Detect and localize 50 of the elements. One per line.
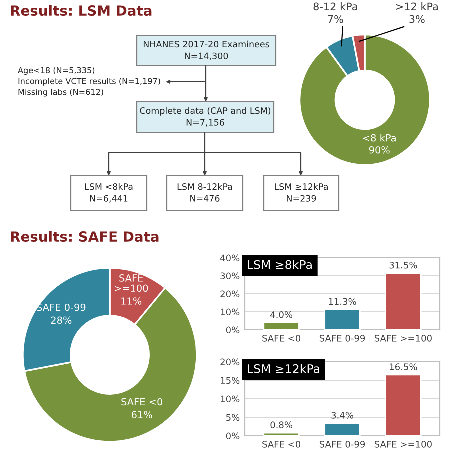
data-label: 31.5%	[390, 262, 418, 269]
bar	[324, 308, 361, 330]
text: NHANES 2017-20 Examinees N=14,300	[144, 40, 270, 60]
text: LSM 8-12kPa N=476	[178, 183, 232, 202]
slice-label: SAFE >=100	[114, 274, 148, 292]
bar	[263, 432, 300, 436]
data-label: 61%	[132, 411, 152, 419]
x-tick-label: SAFE >=100	[374, 335, 432, 342]
slice-label: 8-12 kPa	[314, 2, 358, 11]
data-label: 16.5%	[390, 364, 418, 370]
x-tick-label: SAFE 0-99	[320, 335, 366, 342]
y-tick-label: 0%	[226, 326, 240, 334]
text: LSM <8kPa N=6,441	[85, 183, 133, 203]
text: Results: LSM Data	[11, 5, 152, 16]
bar	[263, 322, 300, 330]
bar	[385, 272, 422, 330]
data-label: 3.4%	[332, 412, 354, 419]
data-label: 90%	[369, 146, 390, 154]
x-tick-label: SAFE <0	[262, 441, 301, 448]
bar	[385, 374, 422, 436]
y-tick-label: 0%	[226, 432, 240, 440]
slice-label: SAFE <0	[122, 398, 163, 406]
data-label: 4.0%	[270, 311, 293, 318]
data-label: 0.8%	[270, 422, 293, 429]
y-tick-label: 30%	[220, 272, 240, 280]
y-tick-label: 20%	[220, 290, 240, 298]
text: Age<18 (N=5,335) Incomplete VCTE results (N=1,197) Missing labs (N=612)	[18, 67, 160, 97]
y-tick-label: 15%	[221, 377, 240, 384]
chart-title: LSM ≥8kPa	[248, 260, 312, 270]
data-label: 28%	[51, 316, 72, 324]
slice-label: <8 kPa	[363, 134, 396, 142]
data-label: 11%	[122, 298, 142, 305]
x-tick-label: SAFE >=100	[374, 441, 432, 448]
x-tick-label: SAFE <0	[262, 335, 301, 342]
slice-label: >12 kPa	[396, 2, 438, 11]
y-tick-label: 20%	[220, 358, 240, 366]
chart-title: LSM ≥12kPa	[248, 364, 320, 374]
y-tick-label: 40%	[220, 254, 240, 262]
donut-slice	[298, 34, 432, 166]
text: Complete data (CAP and LSM) N=7,156	[140, 107, 271, 127]
chart-title: Results: SAFE Data	[11, 231, 159, 242]
data-label: 3%	[410, 15, 425, 24]
bar	[324, 422, 361, 436]
data-label: 7%	[328, 15, 344, 24]
data-label: 11.3%	[329, 298, 356, 306]
y-tick-label: 10%	[221, 308, 240, 316]
x-tick-label: SAFE 0-99	[320, 441, 366, 448]
y-tick-label: 10%	[221, 396, 240, 403]
text: LSM ≥12kPa N=239	[275, 183, 328, 202]
y-tick-label: 5%	[226, 414, 240, 422]
